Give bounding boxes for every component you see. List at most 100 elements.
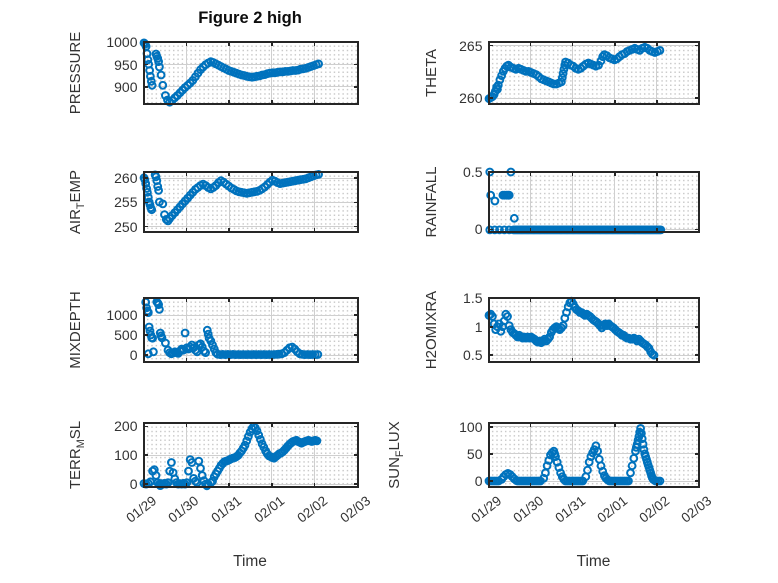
x-tick-mark	[656, 298, 658, 302]
y-tick-mark	[695, 297, 699, 300]
subplot-rainfall	[484, 167, 700, 234]
y-tick-label: 500	[114, 327, 138, 343]
y-tick-label: 950	[114, 56, 138, 73]
y-tick-mark	[143, 41, 148, 44]
x-gridline	[530, 171, 532, 232]
x-tick-mark	[228, 99, 230, 104]
y-tick-mark	[143, 201, 148, 204]
x-tick-mark	[614, 298, 616, 302]
y-tick-label: 250	[114, 218, 138, 235]
x-tick-mark	[614, 423, 616, 427]
y-tick-label: 900	[114, 78, 138, 95]
y-axis-label-rainfall: RAINFALL	[423, 166, 440, 237]
x-tick-mark	[529, 171, 532, 176]
y-tick-mark	[143, 425, 148, 428]
y-tick-mark	[143, 354, 148, 356]
y-gridline	[488, 480, 699, 482]
x-tick-mark	[614, 99, 616, 104]
x-gridline	[656, 423, 658, 487]
x-tick-mark	[185, 99, 188, 104]
x-tick-mark	[142, 99, 145, 104]
y-tick-mark	[695, 44, 699, 47]
y-tick-label: 1000	[106, 34, 138, 51]
x-gridline	[314, 171, 316, 232]
x-tick-mark	[228, 483, 230, 487]
y-gridline	[143, 226, 358, 228]
x-tick-mark	[529, 99, 532, 104]
y-tick-mark	[143, 177, 148, 180]
y-gridline	[143, 86, 358, 88]
x-tick-mark	[571, 358, 574, 362]
x-gridline	[228, 298, 230, 362]
scatter-markers-mixdepth	[140, 297, 322, 359]
y-tick-label: 0	[474, 221, 483, 238]
x-tick-mark	[271, 298, 273, 302]
x-tick-mark	[142, 171, 145, 176]
y-gridline	[143, 483, 358, 485]
x-tick-mark	[142, 227, 145, 232]
y-tick-label: 0	[129, 476, 138, 493]
y-gridline	[488, 326, 699, 328]
y-tick-mark	[488, 325, 493, 328]
x-gridline	[656, 171, 658, 232]
y-tick-mark	[143, 334, 148, 336]
x-tick-mark	[185, 227, 188, 232]
x-tick-mark	[614, 41, 616, 46]
y-tick-mark	[488, 425, 493, 428]
y-tick-mark	[488, 354, 493, 356]
y-tick-mark	[488, 170, 493, 173]
y-tick-label: 0.5	[463, 163, 483, 180]
y-tick-label: 100	[459, 418, 483, 435]
x-tick-mark	[228, 358, 230, 362]
x-gridline	[228, 171, 230, 232]
subplot-mixdepth	[140, 297, 359, 363]
x-tick-mark	[656, 171, 658, 176]
x-tick-mark	[529, 298, 532, 302]
x-gridline	[572, 298, 574, 362]
x-tick-mark	[313, 41, 316, 46]
x-tick-mark	[185, 423, 188, 427]
y-tick-label: 200	[114, 418, 138, 435]
y-tick-mark	[695, 354, 699, 356]
y-tick-mark	[695, 170, 699, 173]
y-gridline	[143, 201, 358, 203]
x-tick-mark	[571, 41, 574, 46]
y-tick-mark	[353, 483, 358, 485]
y-axis-label-sun_flux: SUNFLUX	[386, 421, 406, 489]
x-tick-mark	[271, 99, 273, 104]
x-tick-mark	[185, 171, 188, 176]
x-tick-mark	[656, 483, 658, 487]
y-tick-mark	[353, 334, 358, 336]
x-tick-mark	[185, 358, 188, 362]
x-tick-mark	[271, 423, 273, 427]
scatter-markers-air_temp	[139, 169, 323, 225]
x-gridline	[572, 41, 574, 104]
x-tick-mark	[271, 171, 273, 176]
y-gridline	[488, 354, 699, 356]
x-tick-mark	[487, 99, 490, 104]
y-axis-label-h2omixra: H2OMIXRA	[423, 290, 440, 370]
y-tick-label: 0	[129, 347, 138, 363]
x-tick-mark	[142, 298, 145, 302]
scatter-markers-theta	[484, 42, 664, 103]
x-tick-mark	[271, 41, 273, 46]
x-tick-mark	[228, 298, 230, 302]
x-tick-mark	[313, 227, 316, 232]
x-gridline	[271, 298, 273, 362]
y-tick-label: 255	[114, 194, 138, 211]
y-tick-mark	[143, 86, 148, 88]
y-tick-mark	[353, 314, 358, 316]
y-axis-label-terr_msl: TERRMSL	[67, 420, 87, 490]
y-tick-mark	[488, 297, 493, 300]
x-tick-mark	[571, 171, 574, 176]
y-tick-mark	[488, 480, 493, 482]
x-tick-mark	[656, 41, 658, 46]
x-gridline	[614, 423, 616, 487]
y-tick-label: 0.5	[463, 347, 483, 364]
x-tick-mark	[313, 358, 316, 362]
y-tick-label: 50	[466, 445, 483, 462]
y-tick-mark	[695, 453, 699, 455]
subplot-sun_flux	[484, 422, 700, 488]
x-tick-mark	[185, 298, 188, 302]
x-tick-mark	[698, 358, 700, 362]
